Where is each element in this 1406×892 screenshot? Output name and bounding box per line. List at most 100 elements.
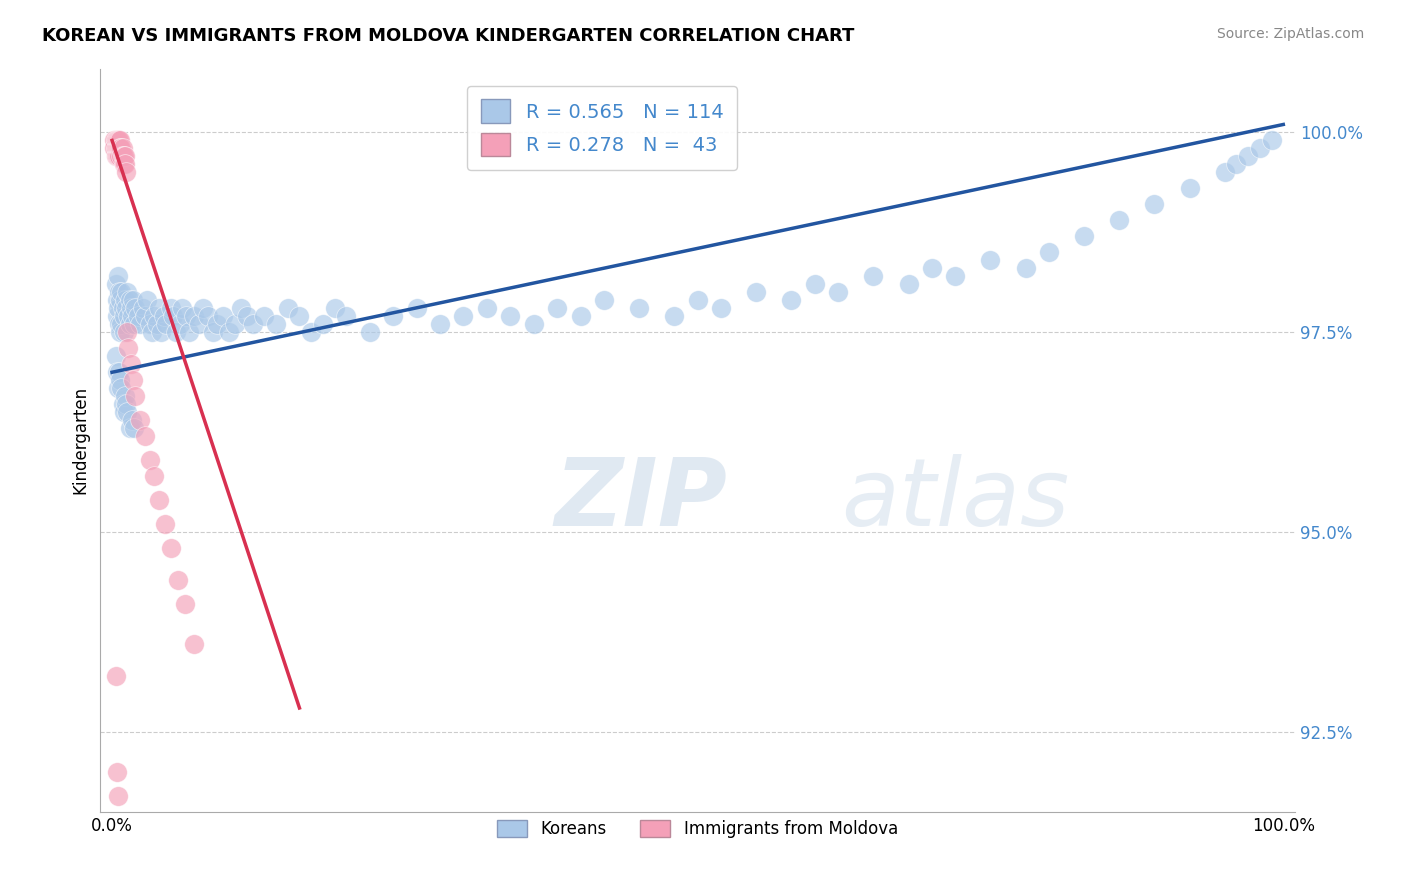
Point <box>359 326 381 340</box>
Point <box>110 373 132 387</box>
Point <box>122 293 145 308</box>
Point <box>129 318 152 332</box>
Point <box>124 318 146 332</box>
Point <box>1108 213 1130 227</box>
Point <box>107 269 129 284</box>
Point <box>780 293 803 308</box>
Point <box>107 381 129 395</box>
Point <box>312 318 335 332</box>
Point <box>121 310 143 324</box>
Text: ZIP: ZIP <box>554 454 727 546</box>
Point <box>104 141 127 155</box>
Point <box>110 133 132 147</box>
Point <box>114 389 136 403</box>
Point <box>108 133 131 147</box>
Point <box>201 326 224 340</box>
Point <box>183 310 205 324</box>
Point <box>111 397 134 411</box>
Point <box>229 301 252 316</box>
Point <box>710 301 733 316</box>
Point <box>405 301 427 316</box>
Point <box>253 310 276 324</box>
Point <box>105 349 128 363</box>
Point <box>105 133 128 147</box>
Point <box>141 326 163 340</box>
Point <box>921 261 943 276</box>
Point <box>111 149 134 163</box>
Point <box>429 318 451 332</box>
Point <box>112 326 135 340</box>
Point <box>112 149 135 163</box>
Point <box>242 318 264 332</box>
Point <box>124 421 146 435</box>
Point <box>103 133 125 147</box>
Point <box>299 326 322 340</box>
Point <box>148 493 170 508</box>
Point <box>107 133 129 147</box>
Point <box>277 301 299 316</box>
Point <box>114 149 136 163</box>
Point <box>110 149 132 163</box>
Point <box>155 318 177 332</box>
Point <box>104 277 127 292</box>
Point <box>134 429 156 443</box>
Point <box>117 285 139 300</box>
Point <box>104 669 127 683</box>
Point <box>183 637 205 651</box>
Point <box>943 269 966 284</box>
Point <box>546 301 568 316</box>
Point <box>236 310 259 324</box>
Point <box>664 310 686 324</box>
Point <box>127 310 149 324</box>
Point <box>152 310 174 324</box>
Point <box>105 293 128 308</box>
Point <box>979 253 1001 268</box>
Point <box>323 301 346 316</box>
Point <box>335 310 357 324</box>
Point <box>166 326 188 340</box>
Point <box>145 318 167 332</box>
Point <box>104 149 127 163</box>
Text: Source: ZipAtlas.com: Source: ZipAtlas.com <box>1216 27 1364 41</box>
Point <box>179 326 201 340</box>
Point <box>827 285 849 300</box>
Point <box>1143 197 1166 211</box>
Point <box>107 141 129 155</box>
Point <box>745 285 768 300</box>
Point <box>108 365 131 379</box>
Point <box>1038 245 1060 260</box>
Point <box>193 301 215 316</box>
Point <box>143 310 166 324</box>
Point <box>107 301 129 316</box>
Point <box>523 318 546 332</box>
Point <box>118 421 141 435</box>
Point <box>166 573 188 587</box>
Point <box>115 397 138 411</box>
Point <box>148 301 170 316</box>
Point <box>120 301 142 316</box>
Point <box>593 293 616 308</box>
Point <box>169 318 191 332</box>
Point <box>108 285 131 300</box>
Point <box>174 310 197 324</box>
Point <box>172 301 194 316</box>
Point <box>112 157 135 171</box>
Point <box>117 310 139 324</box>
Point <box>1213 165 1236 179</box>
Point <box>110 326 132 340</box>
Point <box>212 310 235 324</box>
Point <box>105 764 128 779</box>
Point <box>108 149 131 163</box>
Point <box>143 469 166 483</box>
Point <box>207 318 229 332</box>
Point <box>110 141 132 155</box>
Point <box>121 413 143 427</box>
Point <box>110 318 132 332</box>
Point <box>112 310 135 324</box>
Point <box>1014 261 1036 276</box>
Point <box>115 165 138 179</box>
Point <box>1237 149 1260 163</box>
Point <box>159 541 181 555</box>
Point <box>382 310 405 324</box>
Point <box>686 293 709 308</box>
